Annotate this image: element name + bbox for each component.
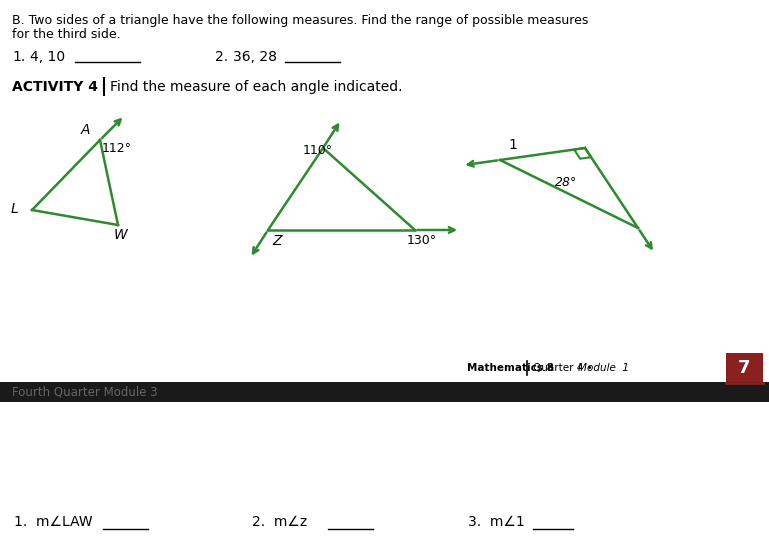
Text: Quarter 4 •: Quarter 4 • — [533, 363, 593, 373]
Text: Module  1: Module 1 — [578, 363, 629, 373]
Text: 3.  m∠1: 3. m∠1 — [468, 515, 524, 529]
Text: ACTIVITY 4: ACTIVITY 4 — [12, 80, 98, 94]
Text: W: W — [114, 228, 128, 242]
Text: 130°: 130° — [407, 234, 437, 247]
Text: B. Two sides of a triangle have the following measures. Find the range of possib: B. Two sides of a triangle have the foll… — [12, 14, 588, 27]
Text: 2.: 2. — [215, 50, 228, 64]
Text: Find the measure of each angle indicated.: Find the measure of each angle indicated… — [110, 80, 402, 94]
Text: 1.  m∠LAW: 1. m∠LAW — [14, 515, 92, 529]
Text: A: A — [81, 123, 90, 137]
Text: 1: 1 — [508, 138, 517, 152]
Text: 7: 7 — [737, 359, 751, 377]
Text: L: L — [10, 202, 18, 216]
Text: Mathematics 8: Mathematics 8 — [467, 363, 554, 373]
Text: 36, 28: 36, 28 — [233, 50, 277, 64]
Text: 1.: 1. — [12, 50, 25, 64]
Text: 110°: 110° — [303, 144, 333, 157]
Text: for the third side.: for the third side. — [12, 28, 121, 41]
Bar — [0, 382, 769, 402]
Text: 2.  m∠z: 2. m∠z — [252, 515, 308, 529]
Text: Fourth Quarter Module 3: Fourth Quarter Module 3 — [12, 386, 158, 399]
Text: 112°: 112° — [102, 142, 132, 155]
Bar — [726, 353, 763, 383]
Text: 4, 10: 4, 10 — [30, 50, 65, 64]
Text: Z: Z — [272, 234, 281, 248]
Text: 28°: 28° — [555, 176, 578, 189]
